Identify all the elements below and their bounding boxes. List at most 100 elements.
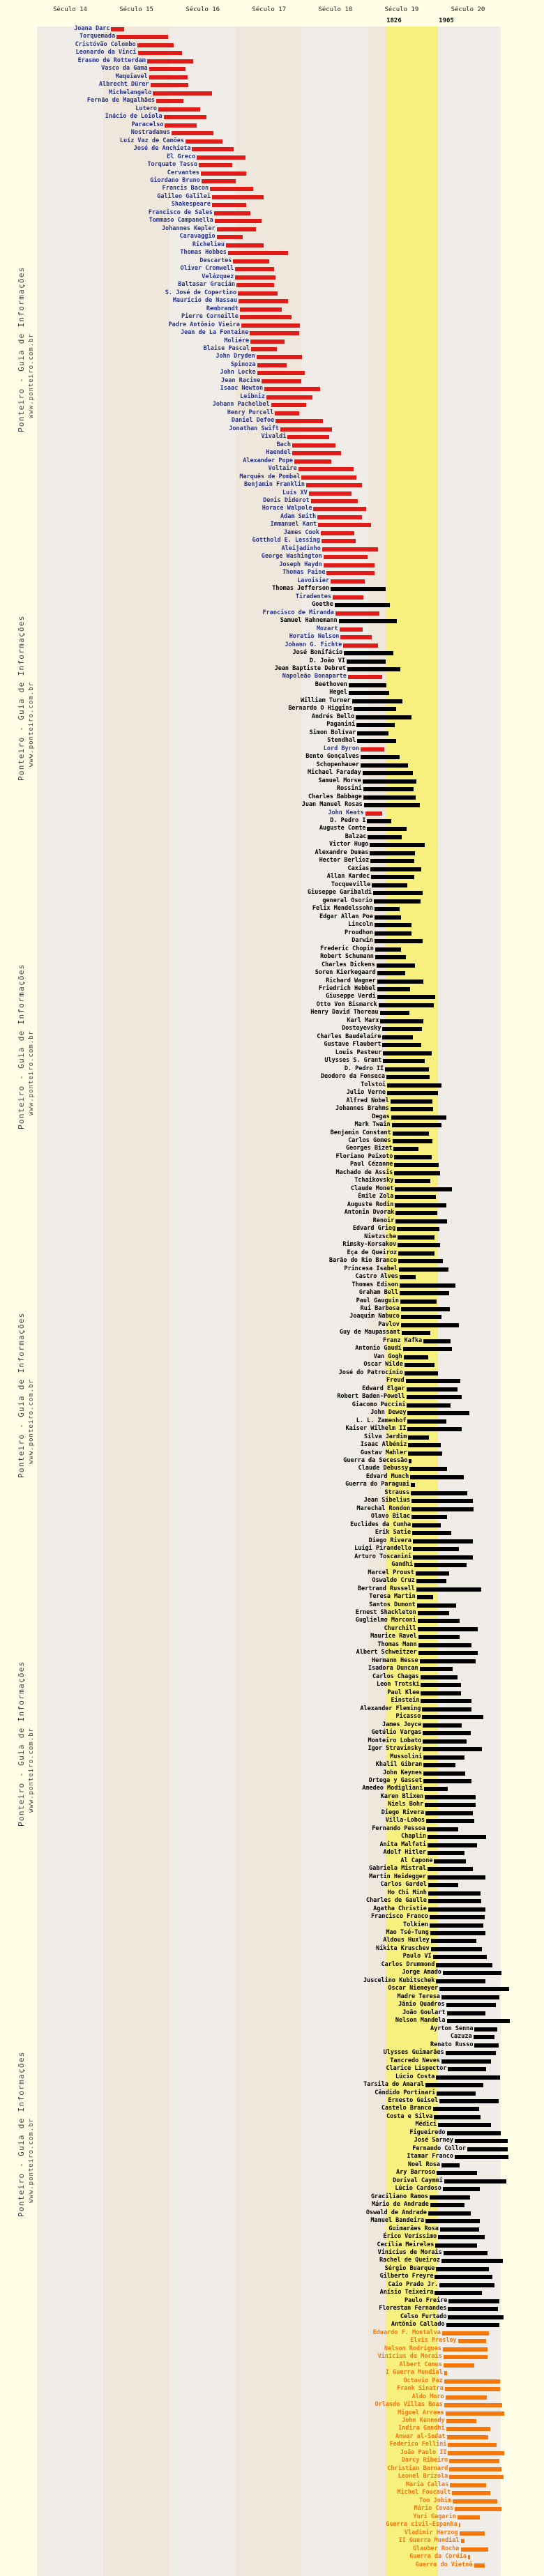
timeline-bar[interactable]	[394, 1163, 439, 1168]
timeline-bar[interactable]	[340, 635, 372, 640]
timeline-bar[interactable]	[423, 1771, 466, 1776]
timeline-bar[interactable]	[158, 107, 200, 112]
timeline-bar[interactable]	[377, 995, 436, 1000]
timeline-bar[interactable]	[356, 715, 412, 719]
timeline-bar[interactable]	[474, 2043, 499, 2048]
timeline-bar[interactable]	[439, 2282, 494, 2287]
timeline-bar[interactable]	[444, 2403, 503, 2408]
timeline-bar[interactable]	[425, 1794, 476, 1799]
timeline-bar[interactable]	[271, 403, 306, 408]
timeline-bar[interactable]	[418, 1643, 471, 1647]
timeline-bar[interactable]	[171, 131, 213, 136]
timeline-bar[interactable]	[441, 2259, 504, 2264]
timeline-bar[interactable]	[428, 1907, 485, 1912]
timeline-bar[interactable]	[407, 1419, 446, 1424]
timeline-bar[interactable]	[357, 739, 397, 744]
timeline-bar[interactable]	[116, 35, 169, 40]
timeline-bar[interactable]	[400, 1283, 455, 1288]
timeline-bar[interactable]	[149, 75, 188, 79]
timeline-bar[interactable]	[430, 2203, 465, 2208]
timeline-bar[interactable]	[423, 1731, 471, 1736]
timeline-bar[interactable]	[380, 1019, 424, 1023]
timeline-bar[interactable]	[402, 1347, 453, 1352]
timeline-bar[interactable]	[427, 1867, 473, 1872]
timeline-bar[interactable]	[448, 2067, 486, 2072]
timeline-bar[interactable]	[214, 219, 262, 224]
timeline-bar[interactable]	[405, 1379, 461, 1384]
timeline-bar[interactable]	[422, 1715, 483, 1720]
timeline-bar[interactable]	[407, 1403, 451, 1408]
timeline-bar[interactable]	[423, 1747, 482, 1752]
timeline-bar[interactable]	[338, 619, 398, 624]
timeline-bar[interactable]	[305, 483, 362, 488]
timeline-bar[interactable]	[444, 2387, 500, 2392]
timeline-bar[interactable]	[372, 883, 408, 887]
timeline-bar[interactable]	[448, 2443, 497, 2448]
timeline-bar[interactable]	[454, 2139, 508, 2144]
timeline-bar[interactable]	[426, 1819, 474, 1824]
timeline-bar[interactable]	[428, 1891, 481, 1896]
timeline-bar[interactable]	[467, 2555, 470, 2560]
timeline-bar[interactable]	[165, 123, 197, 128]
timeline-bar[interactable]	[382, 1027, 423, 1032]
timeline-bar[interactable]	[370, 843, 425, 848]
timeline-bar[interactable]	[377, 971, 405, 976]
timeline-bar[interactable]	[417, 1611, 450, 1616]
timeline-bar[interactable]	[374, 923, 412, 928]
timeline-bar[interactable]	[250, 339, 285, 344]
timeline-bar[interactable]	[411, 1515, 447, 1520]
timeline-bar[interactable]	[395, 1219, 448, 1224]
timeline-bar[interactable]	[435, 2243, 478, 2248]
timeline-bar[interactable]	[343, 643, 378, 648]
timeline-bar[interactable]	[406, 1387, 458, 1392]
timeline-bar[interactable]	[368, 834, 402, 839]
timeline-bar[interactable]	[422, 1707, 471, 1712]
timeline-bar[interactable]	[198, 163, 233, 168]
timeline-bar[interactable]	[404, 1371, 439, 1375]
timeline-bar[interactable]	[429, 1915, 485, 1920]
timeline-bar[interactable]	[227, 251, 289, 256]
timeline-bar[interactable]	[197, 155, 245, 160]
timeline-bar[interactable]	[421, 1683, 462, 1688]
timeline-bar[interactable]	[367, 827, 407, 832]
timeline-bar[interactable]	[411, 1483, 415, 1488]
timeline-bar[interactable]	[373, 899, 421, 904]
timeline-bar[interactable]	[425, 1803, 476, 1808]
timeline-bar[interactable]	[225, 243, 264, 247]
timeline-bar[interactable]	[397, 1227, 440, 1232]
timeline-bar[interactable]	[446, 2323, 499, 2328]
timeline-bar[interactable]	[420, 1675, 458, 1679]
timeline-bar[interactable]	[425, 2219, 481, 2224]
timeline-bar[interactable]	[392, 1131, 429, 1136]
timeline-bar[interactable]	[146, 59, 194, 63]
timeline-bar[interactable]	[446, 2131, 501, 2135]
timeline-bar[interactable]	[428, 1899, 481, 1904]
timeline-bar[interactable]	[344, 651, 394, 656]
timeline-bar[interactable]	[287, 435, 330, 440]
timeline-bar[interactable]	[374, 907, 400, 912]
timeline-bar[interactable]	[454, 2155, 508, 2160]
timeline-bar[interactable]	[235, 275, 276, 280]
timeline-bar[interactable]	[439, 2098, 499, 2103]
timeline-bar[interactable]	[347, 675, 383, 680]
timeline-bar[interactable]	[334, 603, 390, 608]
timeline-bar[interactable]	[458, 2339, 486, 2344]
timeline-bar[interactable]	[275, 411, 299, 416]
timeline-bar[interactable]	[250, 331, 299, 336]
timeline-bar[interactable]	[399, 1267, 449, 1272]
timeline-bar[interactable]	[443, 2363, 475, 2368]
timeline-bar[interactable]	[407, 1411, 469, 1416]
timeline-bar[interactable]	[445, 2395, 487, 2400]
timeline-bar[interactable]	[360, 747, 385, 752]
timeline-bar[interactable]	[411, 1499, 473, 1504]
timeline-bar[interactable]	[216, 227, 256, 231]
timeline-bar[interactable]	[448, 2451, 505, 2455]
timeline-bar[interactable]	[411, 1507, 474, 1511]
timeline-bar[interactable]	[321, 539, 356, 544]
timeline-bar[interactable]	[201, 179, 236, 184]
timeline-bar[interactable]	[444, 2379, 500, 2384]
timeline-bar[interactable]	[400, 1275, 416, 1280]
timeline-bar[interactable]	[453, 2499, 497, 2503]
timeline-bar[interactable]	[266, 395, 313, 399]
timeline-bar[interactable]	[362, 779, 416, 784]
